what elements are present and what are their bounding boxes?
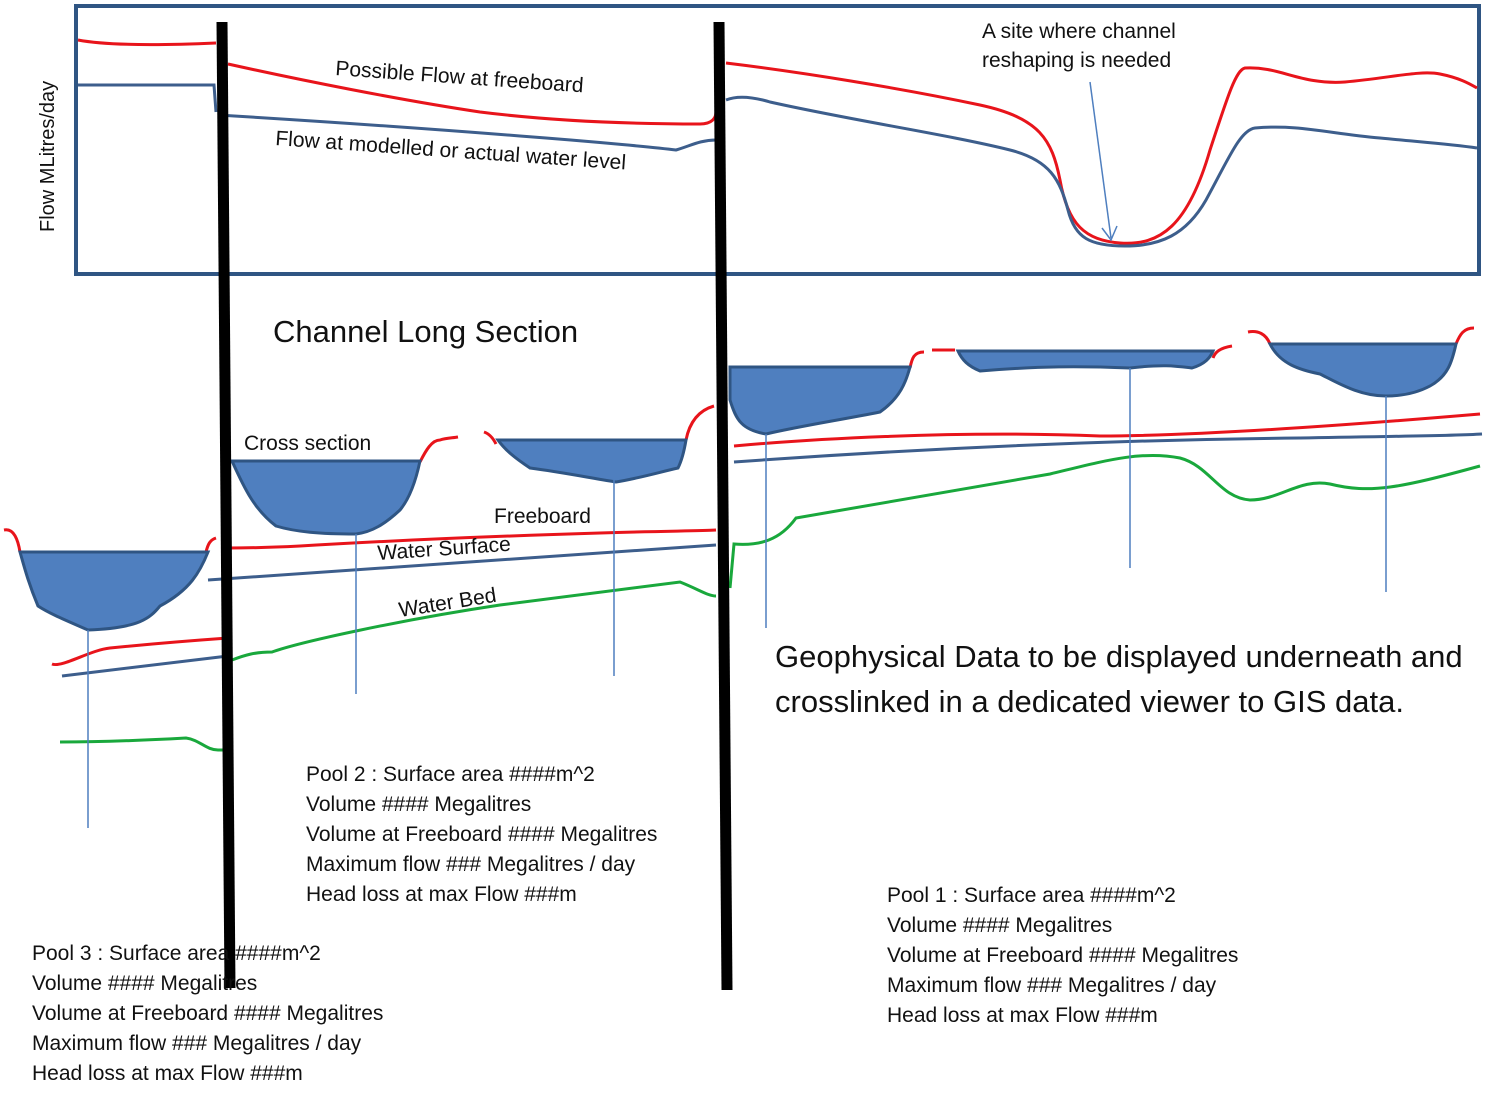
- water-bed-line-pool2: [231, 580, 717, 662]
- freeboard-line-pool2: [227, 528, 717, 550]
- water-bed-label: Water Bed: [397, 584, 498, 622]
- pool2-volume-freeboard: Volume at Freeboard #### Megalitres: [306, 823, 658, 846]
- modelled-flow-line: [78, 83, 1478, 248]
- pool1-cross-section-a: [728, 365, 912, 436]
- pool3-volume: Volume #### Megalitres: [32, 972, 258, 995]
- freeboard-line-pool3: [51, 636, 229, 667]
- pool1-freeboard-banks: [908, 326, 1475, 369]
- pool-divider-left: [216, 21, 236, 989]
- geophysical-note: Geophysical Data to be displayed underne…: [775, 639, 1463, 719]
- pool3-freeboard-bank-left: [3, 528, 22, 553]
- reshaping-note-line1: A site where channel: [982, 20, 1176, 43]
- reshaping-note-line2: reshaping is needed: [982, 49, 1171, 72]
- pool1-cross-section-c: [1267, 342, 1458, 398]
- pool3-head-loss: Head loss at max Flow ###m: [32, 1062, 303, 1085]
- water-bed-line-pool3: [59, 736, 228, 752]
- flow-panel-frame: [74, 4, 1481, 276]
- water-bed-line-pool1: [728, 453, 1481, 589]
- water-surface-line-pool3: [61, 654, 229, 678]
- pool2-max-flow: Maximum flow ### Megalitres / day: [306, 853, 636, 876]
- pool2-freeboard-bank-right: [418, 435, 459, 463]
- freeboard-line-pool1: [733, 412, 1481, 448]
- pool2-surface-area: Pool 2 : Surface area ####m^2: [306, 763, 595, 786]
- pool2-head-loss: Head loss at max Flow ###m: [306, 883, 577, 906]
- pool3-surface-area: Pool 3 : Surface area ####m^2: [32, 942, 321, 965]
- long-section-title: Channel Long Section: [273, 314, 578, 349]
- pool2-volume: Volume #### Megalitres: [306, 793, 532, 816]
- pool1-info: Pool 1 : Surface area ####m^2 Volume ###…: [887, 881, 1238, 1031]
- pool-divider-right: [713, 21, 733, 991]
- flow-axis-label: Flow MLitres/day: [37, 81, 59, 232]
- modelled-flow-label: Flow at modelled or actual water level: [275, 127, 627, 174]
- pool2-info: Pool 2 : Surface area ####m^2 Volume ###…: [306, 760, 657, 910]
- pool3-max-flow: Maximum flow ### Megalitres / day: [32, 1032, 362, 1055]
- reshaping-arrowhead: [1101, 225, 1118, 242]
- pool1-cross-section-b: [955, 349, 1216, 373]
- pool2-cross-section-b: [495, 438, 688, 484]
- pool1-max-flow: Maximum flow ### Megalitres / day: [887, 974, 1217, 997]
- water-surface-line-pool1: [733, 432, 1483, 464]
- pool2-cross-section-a: [229, 459, 422, 536]
- pool1-volume-freeboard: Volume at Freeboard #### Megalitres: [887, 944, 1239, 967]
- possible-flow-line: [77, 38, 1478, 245]
- cross-section-label: Cross section: [244, 432, 371, 455]
- pool1-surface-area: Pool 1 : Surface area ####m^2: [887, 884, 1176, 907]
- pool1-volume: Volume #### Megalitres: [887, 914, 1113, 937]
- pool2-freeboard-bank-far: [483, 404, 715, 445]
- freeboard-label: Freeboard: [494, 505, 591, 528]
- pool1-head-loss: Head loss at max Flow ###m: [887, 1004, 1158, 1027]
- reshaping-arrow: [1089, 81, 1112, 239]
- pool3-info: Pool 3 : Surface area ####m^2 Volume ###…: [32, 939, 383, 1089]
- pool3-cross-section: [18, 550, 211, 632]
- water-surface-line-pool2: [207, 543, 717, 582]
- possible-flow-label: Possible Flow at freeboard: [335, 57, 585, 97]
- pool3-volume-freeboard: Volume at Freeboard #### Megalitres: [32, 1002, 384, 1025]
- pool3-freeboard-bank-right: [204, 536, 217, 553]
